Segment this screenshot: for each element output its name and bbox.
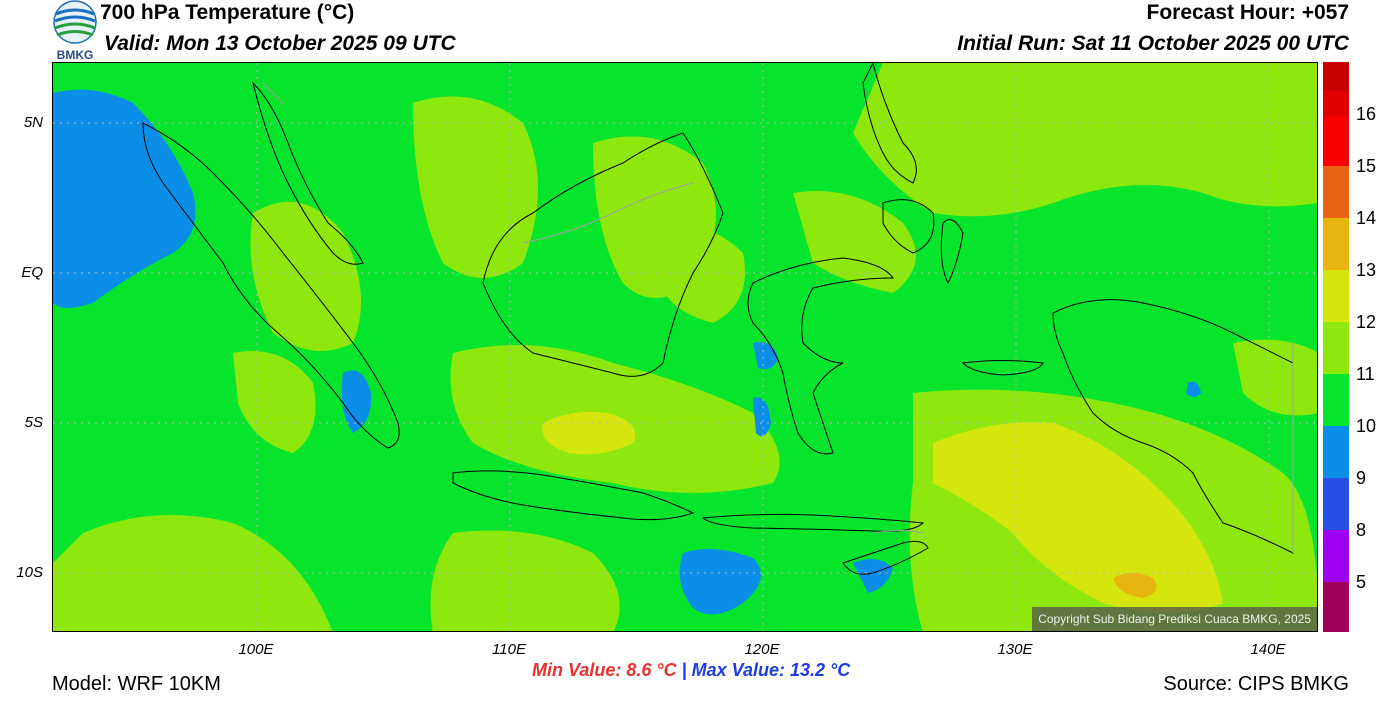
lat-label-5n: 5N xyxy=(23,114,43,131)
coastlines xyxy=(142,63,1294,575)
legend-label-10: 10 xyxy=(1356,416,1377,436)
max-value: Max Value: 13.2 °C xyxy=(691,660,851,680)
legend-label-9: 9 xyxy=(1356,468,1367,488)
sulawesi-coast xyxy=(747,257,894,455)
field-13c xyxy=(542,411,1223,613)
timor-coast xyxy=(842,540,929,575)
legend-label-12: 12 xyxy=(1356,312,1377,332)
valid-time: Valid: Mon 13 October 2025 09 UTC xyxy=(104,32,456,55)
lon-label-100e: 100E xyxy=(238,641,274,658)
legend-swatch xyxy=(1323,322,1349,374)
model-name: Model: WRF 10KM xyxy=(52,673,221,695)
lon-label-130e: 130E xyxy=(997,641,1033,658)
legend-label-16: 16 xyxy=(1356,104,1377,124)
lesser-sunda-coast xyxy=(701,513,925,532)
min-max-values: Min Value: 8.6 °C | Max Value: 13.2 °C xyxy=(532,660,850,681)
min-value: Min Value: 8.6 °C xyxy=(532,660,677,680)
legend-swatch xyxy=(1323,218,1349,270)
forecast-hour: Forecast Hour: +057 xyxy=(1146,1,1350,24)
logo-text: BMKG xyxy=(57,48,94,62)
legend-swatch xyxy=(1323,426,1349,478)
legend-swatch xyxy=(1323,166,1349,218)
java-coast xyxy=(452,470,695,521)
field-14c xyxy=(1113,573,1157,598)
legend-swatch xyxy=(1323,582,1349,632)
lon-label-120e: 120E xyxy=(744,641,780,658)
legend-label-5: 5 xyxy=(1356,572,1367,592)
malay-coast xyxy=(252,81,364,265)
copyright-notice: Copyright Sub Bidang Prediksi Cuaca BMKG… xyxy=(1032,607,1317,631)
map-title: 700 hPa Temperature (°C) xyxy=(100,1,355,24)
lat-label-eq: EQ xyxy=(21,264,43,281)
legend-swatch xyxy=(1323,90,1349,116)
philippines-coast xyxy=(862,63,917,184)
legend-swatch xyxy=(1323,478,1349,530)
initial-run: Initial Run: Sat 11 October 2025 00 UTC xyxy=(957,32,1349,55)
sumatra-coast xyxy=(142,122,400,449)
legend-swatch xyxy=(1323,116,1349,166)
field-10c xyxy=(53,89,1201,615)
lat-label-10s: 10S xyxy=(16,564,43,581)
seram-coast xyxy=(961,360,1044,376)
lon-label-140e: 140E xyxy=(1250,641,1286,658)
borneo-coast xyxy=(482,132,724,377)
boundaries xyxy=(262,82,1294,553)
data-source: Source: CIPS BMKG xyxy=(1163,673,1349,695)
legend-swatch xyxy=(1323,62,1349,90)
lat-label-5s: 5S xyxy=(24,414,43,431)
legend-label-14: 14 xyxy=(1356,208,1377,228)
legend-colorbar xyxy=(1323,62,1349,632)
value-separator: | xyxy=(681,660,687,680)
maluku-coast xyxy=(940,219,964,285)
mindanao-coast xyxy=(882,199,935,254)
temperature-map: Copyright Sub Bidang Prediksi Cuaca BMKG… xyxy=(52,62,1318,632)
legend-label-8: 8 xyxy=(1356,520,1367,540)
legend-swatch xyxy=(1323,270,1349,322)
legend-swatch xyxy=(1323,530,1349,582)
legend-label-13: 13 xyxy=(1356,260,1377,280)
map-canvas xyxy=(53,63,1317,631)
legend-label-15: 15 xyxy=(1356,156,1377,176)
bmkg-logo: BMKG xyxy=(50,0,100,62)
lon-label-110e: 110E xyxy=(492,641,526,658)
legend-label-11: 11 xyxy=(1356,364,1375,384)
legend-swatch xyxy=(1323,374,1349,426)
new-guinea-coast xyxy=(1052,299,1294,554)
